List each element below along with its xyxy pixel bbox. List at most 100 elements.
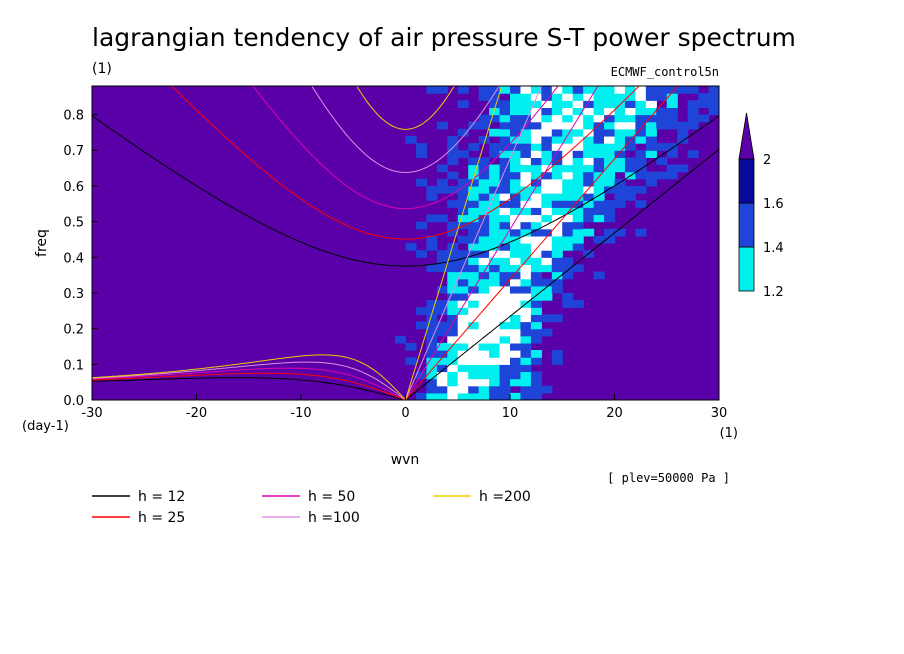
- heatmap-cell: [604, 114, 616, 123]
- heatmap-cell: [624, 164, 636, 173]
- x-tick-label: 30: [711, 406, 728, 421]
- heatmap-cell: [457, 86, 469, 94]
- heatmap-cell: [551, 164, 563, 173]
- heatmap-cell: [436, 178, 448, 187]
- heatmap-cell: [530, 285, 542, 294]
- heatmap-cell: [468, 143, 480, 151]
- heatmap-cell: [614, 228, 626, 237]
- heatmap-cell: [457, 257, 469, 266]
- heatmap-cell: [541, 264, 553, 273]
- heatmap-cell: [593, 185, 605, 194]
- heatmap-cell: [468, 321, 480, 330]
- heatmap-cell: [426, 307, 438, 315]
- heatmap-cell: [551, 185, 563, 194]
- heatmap-cell: [489, 264, 501, 273]
- heatmap-cell: [457, 250, 469, 258]
- heatmap-cell: [436, 392, 448, 400]
- heatmap-cell: [510, 328, 522, 337]
- heatmap-cell: [666, 171, 678, 180]
- heatmap-cell: [530, 200, 542, 208]
- heatmap-cell: [415, 321, 427, 330]
- heatmap-cell: [457, 321, 469, 330]
- y-tick-label: 0.3: [63, 287, 84, 302]
- heatmap-cell: [426, 385, 438, 394]
- heatmap-cell: [614, 185, 626, 194]
- heatmap-cell: [457, 335, 469, 344]
- heatmap-cell: [666, 121, 678, 130]
- heatmap-cell: [530, 271, 542, 280]
- heatmap-cell: [530, 300, 542, 308]
- heatmap-cell: [478, 321, 490, 330]
- heatmap-cell: [572, 121, 584, 130]
- heatmap-cell: [551, 271, 563, 280]
- heatmap-cell: [478, 300, 490, 308]
- heatmap-cell: [468, 271, 480, 280]
- heatmap-cell: [426, 185, 438, 194]
- heatmap-cell: [614, 107, 626, 116]
- heatmap-cell: [530, 307, 542, 315]
- heatmap-cell: [520, 207, 532, 216]
- heatmap-cell: [530, 143, 542, 151]
- heatmap-cell: [499, 128, 511, 137]
- heatmap-cell: [687, 121, 699, 130]
- heatmap-cell: [583, 193, 595, 201]
- heatmap-cell: [520, 271, 532, 280]
- heatmap-cell: [510, 364, 522, 373]
- heatmap-cell: [614, 164, 626, 173]
- heatmap-cell: [614, 93, 626, 101]
- heatmap-cell: [510, 86, 522, 94]
- heatmap-cell: [541, 250, 553, 258]
- heatmap-cell: [457, 314, 469, 323]
- heatmap-cell: [520, 221, 532, 230]
- heatmap-cell: [530, 164, 542, 173]
- heatmap-cell: [551, 207, 563, 216]
- heatmap-cell: [541, 135, 553, 144]
- heatmap-cell: [541, 150, 553, 158]
- heatmap-cell: [562, 171, 574, 180]
- heatmap-cell: [520, 157, 532, 166]
- heatmap-cell: [468, 392, 480, 400]
- heatmap-cell: [415, 221, 427, 230]
- heatmap-cell: [468, 292, 480, 301]
- heatmap-cell: [478, 392, 490, 400]
- heatmap-cell: [447, 371, 459, 380]
- dispersion-curve-kelvin: [405, 148, 719, 400]
- heatmap-cell: [489, 150, 501, 158]
- heatmap-cell: [593, 157, 605, 166]
- chart-title: lagrangian tendency of air pressure S-T …: [92, 23, 796, 52]
- heatmap-cell: [478, 364, 490, 373]
- heatmap-cell: [635, 185, 647, 194]
- heatmap-cell: [520, 114, 532, 123]
- heatmap-cell: [583, 164, 595, 173]
- heatmap-cell: [593, 214, 605, 223]
- heatmap-cell: [656, 143, 668, 151]
- heatmap-cell: [656, 86, 668, 94]
- heatmap-cell: [499, 243, 511, 251]
- dispersion-curve-rossby: [92, 354, 406, 400]
- heatmap-cell: [499, 350, 511, 358]
- colorbar-label: 1.6: [763, 197, 784, 212]
- heatmap-cell: [478, 178, 490, 187]
- heatmap-cell: [499, 121, 511, 130]
- heatmap-cell: [468, 164, 480, 173]
- heatmap-cell: [541, 314, 553, 323]
- heatmap-cell: [510, 185, 522, 194]
- heatmap-cell: [541, 221, 553, 230]
- heatmap-cell: [468, 264, 480, 273]
- heatmap-cell: [478, 307, 490, 315]
- heatmap-cell: [510, 100, 522, 109]
- heatmap-cell: [510, 350, 522, 358]
- heatmap-cell: [520, 350, 532, 358]
- heatmap-cell: [624, 86, 636, 94]
- y-axis: 0.0 0.1 0.2 0.3 0.4 0.5 0.6 0.7 0.8: [63, 109, 98, 409]
- heatmap-cell: [478, 243, 490, 251]
- heatmap-cell: [478, 121, 490, 130]
- heatmap-cell: [499, 185, 511, 194]
- heatmap-cell: [593, 114, 605, 123]
- heatmap-cell: [645, 171, 657, 180]
- heatmap-cell: [635, 228, 647, 237]
- heatmap-cell: [708, 107, 719, 116]
- heatmap-cell: [468, 350, 480, 358]
- dispersion-curve-gravity: [311, 86, 500, 173]
- heatmap-cell: [593, 235, 605, 244]
